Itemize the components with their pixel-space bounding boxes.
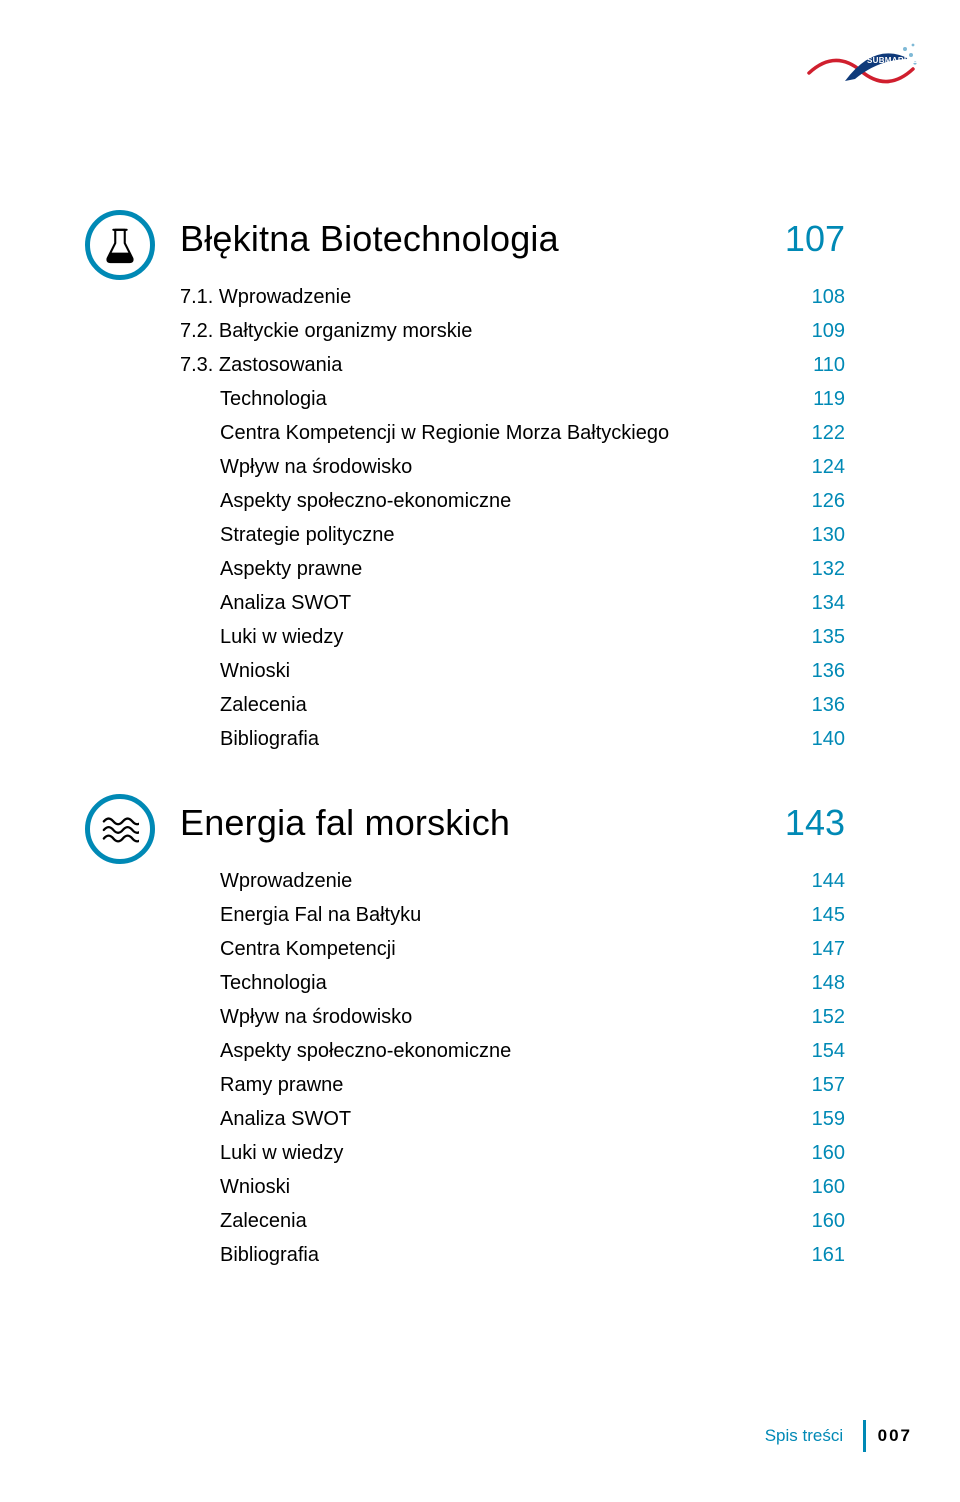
toc-row[interactable]: Wpływ na środowisko 124	[180, 452, 845, 482]
toc-item-label: Wnioski	[180, 656, 290, 686]
section-page: 143	[785, 802, 845, 844]
toc-item-label: Strategie polityczne	[180, 520, 395, 550]
toc-section-waves: Energia fal morskich 143 Wprowadzenie 144…	[180, 802, 845, 1270]
toc-item-page: 144	[812, 866, 845, 896]
toc-item-page: 145	[812, 900, 845, 930]
toc-item-label: Wpływ na środowisko	[180, 1002, 412, 1032]
toc-item-label: Bibliografia	[180, 1240, 319, 1270]
toc-row[interactable]: Wnioski 136	[180, 656, 845, 686]
toc-content: Błękitna Biotechnologia 107 7.1. Wprowad…	[180, 218, 845, 1318]
toc-item-label: Technologia	[180, 968, 327, 998]
footer-page-number: 007	[876, 1426, 912, 1446]
toc-item-page: 109	[812, 316, 845, 346]
toc-item-page: 160	[812, 1172, 845, 1202]
toc-list-biotech: 7.1. Wprowadzenie 108 7.2. Bałtyckie organ…	[180, 282, 845, 754]
toc-row[interactable]: Wprowadzenie 144	[180, 866, 845, 896]
toc-item-label: Aspekty prawne	[180, 554, 362, 584]
toc-row[interactable]: Luki w wiedzy 135	[180, 622, 845, 652]
toc-row[interactable]: Wpływ na środowisko 152	[180, 1002, 845, 1032]
toc-item-label: Wnioski	[180, 1172, 290, 1202]
toc-row[interactable]: Bibliografia 140	[180, 724, 845, 754]
toc-item-label: 7.3. Zastosowania	[180, 350, 342, 380]
toc-list-waves: Wprowadzenie 144 Energia Fal na Bałtyku 145…	[180, 866, 845, 1270]
toc-item-label: Analiza SWOT	[180, 1104, 351, 1134]
toc-item-label: Luki w wiedzy	[180, 1138, 343, 1168]
toc-row[interactable]: Aspekty społeczno-ekonomiczne 154	[180, 1036, 845, 1066]
toc-row[interactable]: Bibliografia 161	[180, 1240, 845, 1270]
toc-item-label: Luki w wiedzy	[180, 622, 343, 652]
footer-label: Spis treści	[765, 1426, 853, 1446]
toc-item-page: 136	[812, 690, 845, 720]
toc-item-label: Energia Fal na Bałtyku	[180, 900, 421, 930]
toc-row[interactable]: Technologia 119	[180, 384, 845, 414]
toc-row[interactable]: Zalecenia 160	[180, 1206, 845, 1236]
section-header: Błękitna Biotechnologia 107	[180, 218, 845, 260]
toc-item-label: Wprowadzenie	[180, 866, 352, 896]
toc-row[interactable]: Technologia 148	[180, 968, 845, 998]
toc-item-page: 135	[812, 622, 845, 652]
toc-item-label: Wpływ na środowisko	[180, 452, 412, 482]
toc-item-page: 108	[812, 282, 845, 312]
logo-text: SUBMARINER	[867, 56, 920, 65]
section-title: Energia fal morskich	[180, 802, 510, 844]
toc-item-page: 132	[812, 554, 845, 584]
toc-item-page: 148	[812, 968, 845, 998]
toc-item-label: 7.1. Wprowadzenie	[180, 282, 351, 312]
toc-item-label: Centra Kompetencji	[180, 934, 396, 964]
toc-item-label: Aspekty społeczno-ekonomiczne	[180, 1036, 511, 1066]
toc-item-label: Centra Kompetencji w Regionie Morza Bałt…	[180, 418, 669, 448]
toc-item-label: Aspekty społeczno-ekonomiczne	[180, 486, 511, 516]
footer-separator	[863, 1420, 866, 1452]
toc-row[interactable]: Centra Kompetencji w Regionie Morza Bałt…	[180, 418, 845, 448]
toc-item-page: 160	[812, 1138, 845, 1168]
toc-section-biotech: Błękitna Biotechnologia 107 7.1. Wprowad…	[180, 218, 845, 754]
toc-item-label: Ramy prawne	[180, 1070, 343, 1100]
toc-item-page: 157	[812, 1070, 845, 1100]
toc-row[interactable]: Zalecenia 136	[180, 690, 845, 720]
toc-item-page: 126	[812, 486, 845, 516]
toc-item-page: 136	[812, 656, 845, 686]
toc-item-page: 140	[812, 724, 845, 754]
toc-item-page: 160	[812, 1206, 845, 1236]
toc-item-page: 130	[812, 520, 845, 550]
toc-item-page: 154	[812, 1036, 845, 1066]
toc-item-label: Bibliografia	[180, 724, 319, 754]
toc-row[interactable]: Luki w wiedzy 160	[180, 1138, 845, 1168]
toc-row[interactable]: Aspekty prawne 132	[180, 554, 845, 584]
toc-row[interactable]: Centra Kompetencji 147	[180, 934, 845, 964]
toc-item-label: Analiza SWOT	[180, 588, 351, 618]
waves-icon	[85, 794, 155, 864]
toc-item-page: 124	[812, 452, 845, 482]
toc-item-label: 7.2. Bałtyckie organizmy morskie	[180, 316, 472, 346]
toc-row[interactable]: 7.1. Wprowadzenie 108	[180, 282, 845, 312]
toc-row[interactable]: Wnioski 160	[180, 1172, 845, 1202]
toc-row[interactable]: 7.3. Zastosowania 110	[180, 350, 845, 380]
toc-item-label: Zalecenia	[180, 690, 307, 720]
toc-item-label: Technologia	[180, 384, 327, 414]
toc-item-page: 152	[812, 1002, 845, 1032]
flask-icon	[85, 210, 155, 280]
toc-row[interactable]: Energia Fal na Bałtyku 145	[180, 900, 845, 930]
toc-row[interactable]: 7.2. Bałtyckie organizmy morskie 109	[180, 316, 845, 346]
toc-item-page: 161	[812, 1240, 845, 1270]
toc-row[interactable]: Ramy prawne 157	[180, 1070, 845, 1100]
section-header: Energia fal morskich 143	[180, 802, 845, 844]
toc-row[interactable]: Analiza SWOT 134	[180, 588, 845, 618]
toc-item-page: 134	[812, 588, 845, 618]
toc-item-page: 159	[812, 1104, 845, 1134]
toc-item-page: 110	[813, 350, 845, 380]
toc-item-page: 119	[813, 384, 845, 414]
toc-item-page: 147	[812, 934, 845, 964]
toc-row[interactable]: Aspekty społeczno-ekonomiczne 126	[180, 486, 845, 516]
page-footer: Spis treści 007	[765, 1420, 912, 1452]
toc-row[interactable]: Strategie polityczne 130	[180, 520, 845, 550]
toc-row[interactable]: Analiza SWOT 159	[180, 1104, 845, 1134]
section-title: Błękitna Biotechnologia	[180, 218, 559, 260]
toc-item-label: Zalecenia	[180, 1206, 307, 1236]
section-page: 107	[785, 218, 845, 260]
submariner-logo: SUBMARINER	[805, 35, 920, 100]
toc-item-page: 122	[812, 418, 845, 448]
